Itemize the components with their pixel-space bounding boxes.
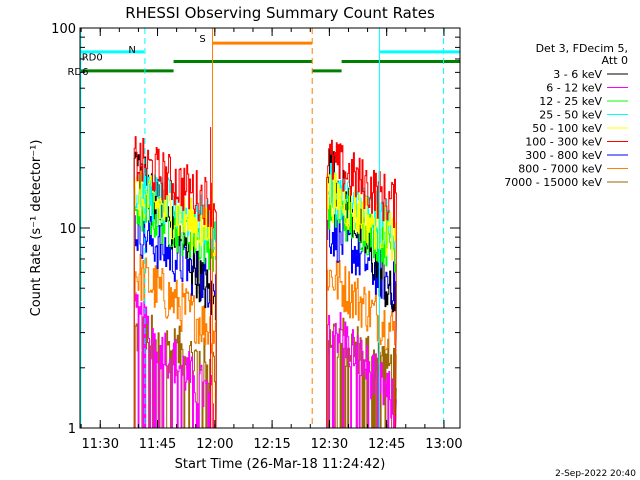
date-stamp: 2-Sep-2022 20:40 — [555, 469, 636, 479]
axes: 11:30 11:45 12:00 12:15 12:30 12:45 13:00 1 10 10… — [51, 22, 463, 452]
data-traces — [133, 126, 397, 429]
legend-label: 12 - 25 keV — [539, 95, 602, 108]
legend-label: 3 - 6 keV — [553, 68, 602, 81]
legend-title-attenuator: Att 0 — [602, 54, 628, 67]
legend-title: Det 3, FDecim 5, — [536, 42, 628, 55]
series-trace-4 — [326, 172, 397, 429]
series-trace-5 — [133, 136, 217, 429]
flag-label-n: N — [128, 45, 135, 56]
legend-label: 7000 - 15000 keV — [504, 176, 602, 189]
chart-title: RHESSI Observing Summary Count Rates — [125, 4, 435, 22]
series-trace-4 — [133, 170, 217, 429]
x-axis-label: Start Time (26-Mar-18 11:24:42) — [175, 457, 386, 472]
x-tick-label: 11:30 — [82, 437, 119, 452]
legend-label: 6 - 12 keV — [546, 82, 602, 95]
series-trace-6 — [133, 209, 217, 429]
y-tick-label: 10 — [59, 222, 76, 237]
legend-label: 25 - 50 keV — [539, 109, 602, 122]
legend-label: 800 - 7000 keV — [518, 163, 602, 176]
flag-bars: N S RD0 RD6 — [67, 34, 460, 78]
x-tick-label: 12:15 — [253, 437, 290, 452]
legend-label: 50 - 100 keV — [532, 122, 602, 135]
flag-label-rd0: RD0 — [82, 52, 103, 63]
x-tick-label: 11:45 — [139, 437, 176, 452]
x-tick-label: 12:30 — [311, 437, 348, 452]
legend-label: 100 - 300 keV — [525, 136, 602, 149]
x-tick-label: 13:00 — [425, 437, 462, 452]
x-tick-label: 12:00 — [196, 437, 233, 452]
series-trace-5 — [326, 139, 397, 429]
series-trace-8 — [134, 314, 217, 429]
series-trace-1 — [133, 292, 217, 429]
y-tick-label: 100 — [51, 22, 76, 37]
flag-label-rd6: RD6 — [67, 67, 88, 78]
y-tick-label: 1 — [68, 422, 76, 437]
x-tick-label: 12:45 — [368, 437, 405, 452]
flag-label-s: S — [199, 34, 205, 45]
series-trace-7 — [133, 254, 217, 429]
series-trace-7 — [326, 260, 397, 429]
legend-label: 300 - 800 keV — [525, 149, 602, 162]
y-axis-label: Count Rate (s⁻¹ detector⁻¹) — [29, 140, 44, 317]
series-trace-1 — [326, 312, 397, 429]
